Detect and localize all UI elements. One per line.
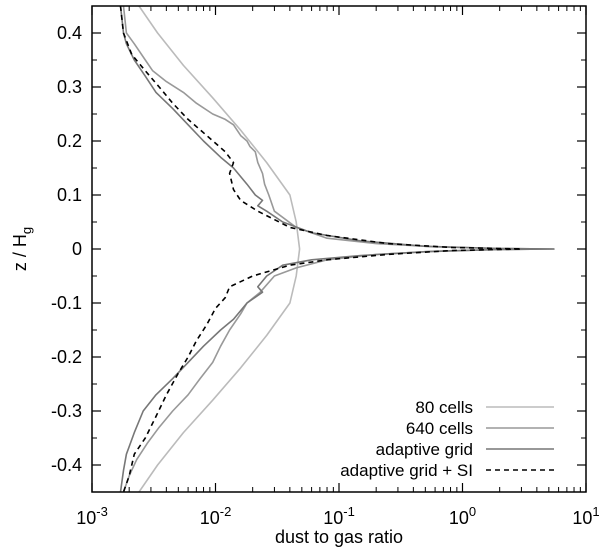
legend-label: 80 cells <box>415 398 473 417</box>
legend-label: adaptive grid <box>376 440 473 459</box>
legend-entry: 80 cells <box>415 398 554 417</box>
y-tick-label: 0.3 <box>57 77 82 97</box>
legend-entry: 640 cells <box>406 419 554 438</box>
x-tick-base: 10 <box>76 508 96 528</box>
x-tick-label: 101 <box>572 504 599 528</box>
x-tick-base: 10 <box>323 508 343 528</box>
y-tick-label: 0.1 <box>57 185 82 205</box>
x-tick-label: 10-1 <box>323 504 355 528</box>
plot-frame <box>91 5 587 493</box>
y-tick-label: -0.1 <box>51 293 82 313</box>
series-line-4 <box>119 6 523 492</box>
x-tick-label: 10-3 <box>76 504 108 528</box>
y-axis-title-subscript: g <box>19 227 34 234</box>
legend-label: 640 cells <box>406 419 473 438</box>
legend-entry: adaptive grid <box>376 440 554 459</box>
y-tick-labels: 0.4 0.3 0.2 0.1 0 -0.1 -0.2 -0.3 -0.4 <box>51 23 82 475</box>
x-tick-base: 10 <box>200 508 220 528</box>
y-tick-label: -0.4 <box>51 455 82 475</box>
x-tick-exponent: 0 <box>469 504 476 519</box>
x-tick-base: 10 <box>449 508 469 528</box>
y-tick-label: 0 <box>72 239 82 259</box>
legend-label: adaptive grid + SI <box>340 461 473 480</box>
y-axis-title: z / Hg <box>10 227 34 271</box>
x-tick-exponent: -3 <box>96 504 108 519</box>
y-tick-label: -0.3 <box>51 401 82 421</box>
series-line-3 <box>119 6 555 492</box>
x-tick-base: 10 <box>572 508 592 528</box>
y-tick-label: 0.2 <box>57 131 82 151</box>
x-tick-label: 100 <box>449 504 476 528</box>
x-tick-exponent: -1 <box>343 504 355 519</box>
series-line-1 <box>138 6 301 492</box>
x-tick-label: 10-2 <box>200 504 232 528</box>
legend-entry: adaptive grid + SI <box>340 461 554 480</box>
legend: 80 cells 640 cells adaptive grid adaptive g… <box>340 398 554 480</box>
series-layer <box>119 6 555 492</box>
y-tick-label: 0.4 <box>57 23 82 43</box>
y-axis-title-main: z / H <box>10 234 30 271</box>
x-axis-title: dust to gas ratio <box>275 527 403 547</box>
x-tick-exponent: -2 <box>220 504 232 519</box>
y-tick-label: -0.2 <box>51 347 82 367</box>
x-tick-exponent: 1 <box>592 504 599 519</box>
x-tick-labels: 10-3 10-2 10-1 100 101 <box>76 504 599 528</box>
